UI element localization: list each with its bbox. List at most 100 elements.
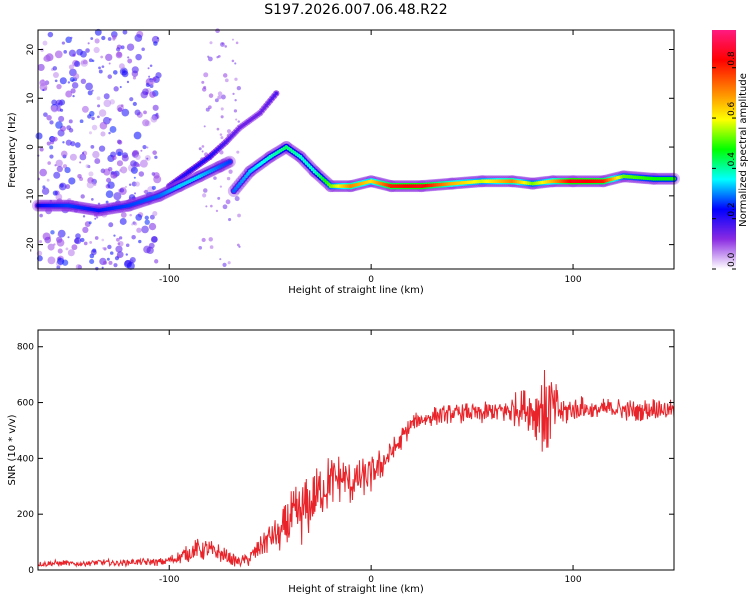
noise-speck (91, 89, 94, 92)
noise-speck (45, 207, 53, 215)
noise-speck (57, 248, 63, 254)
noise-speck (85, 82, 93, 91)
noise-speck (58, 182, 67, 191)
noise-speck (91, 116, 95, 121)
noise-speck (97, 104, 101, 108)
noise-speck (155, 72, 162, 79)
noise-speck (96, 96, 101, 101)
noise-speck (153, 41, 158, 46)
noise-speck (101, 65, 105, 69)
noise-speck (43, 54, 51, 63)
noise-speck (52, 66, 58, 71)
noise-speck (231, 59, 235, 63)
colorbar-tick-label: 0.8 (727, 51, 737, 66)
noise-speck (59, 108, 64, 112)
noise-speck (154, 155, 158, 159)
noise-speck (116, 51, 122, 58)
noise-speck (143, 190, 146, 193)
noise-speck (53, 243, 56, 246)
noise-speck (79, 161, 82, 164)
noise-speck (113, 86, 119, 92)
noise-speck (134, 109, 141, 116)
noise-speck (140, 149, 143, 152)
snr-marks (37, 369, 675, 568)
noise-speck (71, 79, 74, 82)
noise-speck (118, 240, 124, 247)
noise-speck (96, 216, 99, 219)
spectrogram-y-label: Frequency (Hz) (7, 112, 18, 188)
noise-speck (43, 112, 48, 117)
noise-speck (99, 121, 108, 130)
noise-speck (236, 243, 240, 247)
noise-speck (56, 238, 65, 247)
colorbar-tick-label: 0.4 (727, 152, 737, 167)
y-tick-label: 10 (26, 92, 36, 104)
snr-y-label: SNR (10 * v/v) (7, 414, 18, 485)
noise-speck (224, 78, 229, 83)
noise-speck (42, 185, 46, 189)
x-tick-label: -100 (159, 275, 180, 285)
noise-speck (144, 215, 149, 220)
noise-speck (108, 62, 111, 65)
noise-speck (120, 166, 128, 174)
noise-speck (129, 97, 134, 102)
noise-speck (198, 147, 202, 151)
noise-speck (67, 81, 71, 84)
noise-speck (86, 181, 94, 189)
y-tick-label: -20 (26, 237, 36, 252)
noise-speck (68, 119, 73, 124)
noise-speck (148, 75, 151, 78)
noise-speck (50, 105, 59, 113)
y-tick-label: 400 (17, 454, 34, 464)
noise-speck (80, 194, 85, 199)
noise-speck (90, 249, 97, 256)
noise-speck (59, 77, 67, 85)
noise-speck (134, 181, 140, 187)
ridge-point-core (246, 172, 250, 176)
noise-speck (120, 45, 125, 50)
noise-speck (94, 217, 97, 220)
noise-speck (66, 125, 72, 131)
colorbar-tick-label: 0.6 (727, 101, 737, 116)
noise-speck (54, 79, 58, 83)
noise-speck (231, 38, 234, 41)
noise-speck (94, 38, 100, 44)
noise-speck (46, 114, 52, 121)
snr-panel: -100 0 100 0 200 400 600 800 Height of straight… (7, 329, 675, 595)
noise-speck (149, 64, 153, 67)
noise-speck (149, 91, 156, 98)
noise-speck (152, 210, 158, 217)
noise-speck (72, 82, 76, 85)
ridge-point-core (228, 159, 232, 164)
noise-speck (39, 240, 43, 244)
noise-speck (91, 124, 98, 131)
noise-speck (113, 192, 122, 201)
noise-speck (88, 58, 93, 63)
noise-speck (222, 204, 228, 210)
noise-speck (109, 126, 117, 133)
noise-speck (216, 127, 220, 131)
noise-speck (228, 169, 233, 174)
spectrogram-frame (37, 29, 675, 270)
noise-speck (82, 150, 88, 156)
noise-speck (235, 41, 239, 45)
colorbar-tick-label: 0.2 (727, 202, 737, 216)
noise-speck (146, 157, 149, 160)
noise-speck (74, 237, 82, 245)
x-tick-label: -100 (159, 575, 180, 585)
noise-speck (43, 87, 48, 91)
spectrogram-noise (35, 28, 242, 271)
colorbar: 0.0 0.2 0.4 0.6 0.8 Normalized spectral ampl… (712, 30, 749, 270)
noise-speck (101, 35, 106, 41)
noise-speck (42, 40, 48, 46)
noise-speck (117, 242, 121, 246)
noise-speck (224, 45, 227, 48)
noise-speck (135, 53, 142, 61)
noise-speck (119, 218, 127, 225)
noise-speck (79, 119, 84, 124)
noise-speck (102, 246, 105, 250)
noise-speck (121, 108, 130, 117)
x-tick-label: 100 (564, 575, 581, 585)
noise-speck (91, 59, 95, 63)
